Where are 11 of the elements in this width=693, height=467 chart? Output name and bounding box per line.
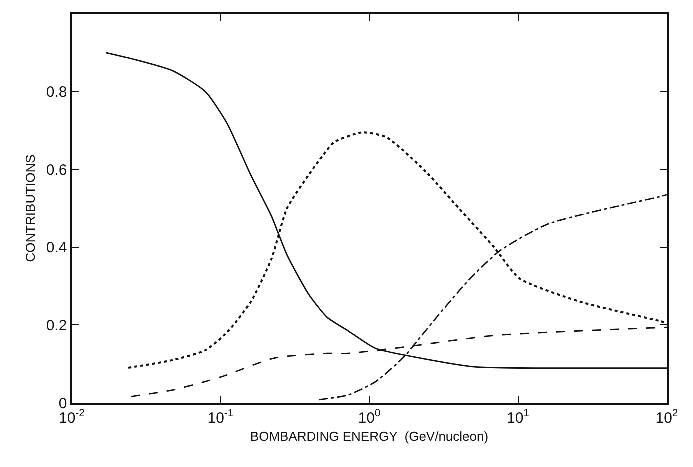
x-axis-title: BOMBARDING ENERGY (GeV/nucleon) xyxy=(250,428,489,444)
y-tick-label: 0.2 xyxy=(46,317,68,334)
y-tick-label: 0.8 xyxy=(46,84,68,102)
x-tick-label: 10$^{-1}$ xyxy=(208,407,234,427)
y-axis-title: CONTRIBUTIONS xyxy=(22,154,38,262)
y-tick-label: 0.6 xyxy=(46,162,68,179)
x-tick-label: 10$^{0}$ xyxy=(358,407,381,427)
x-tick-label: 10$^{2}$ xyxy=(656,407,678,427)
x-tick-label: 10$^{1}$ xyxy=(506,407,530,427)
y-tick-label: 0 xyxy=(58,395,68,412)
y-tick-label: 0.4 xyxy=(46,240,68,257)
